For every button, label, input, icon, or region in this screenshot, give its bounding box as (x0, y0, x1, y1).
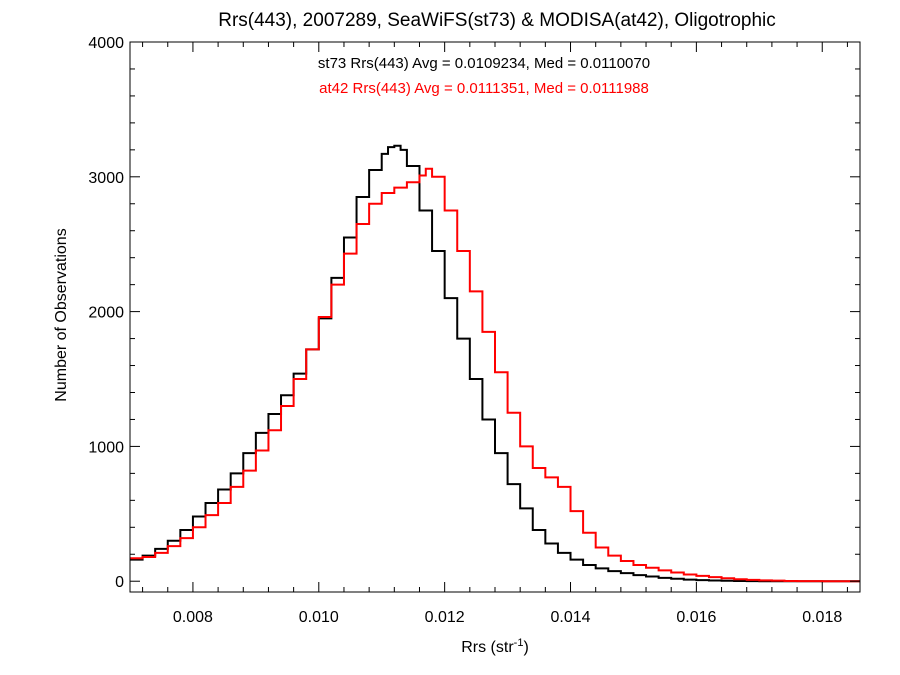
x-axis-title-close: ) (523, 639, 528, 656)
x-tick-label: 0.016 (676, 609, 716, 626)
series-line-st73 (130, 144, 860, 583)
y-tick-label: 2000 (88, 305, 124, 322)
x-axis-title-main: Rrs (str (461, 639, 514, 656)
y-tick-label: 0 (115, 574, 124, 591)
x-tick-label: 0.014 (550, 609, 590, 626)
x-axis-title-sup: -1 (514, 637, 524, 649)
stats-annotation-1: st73 Rrs(443) Avg = 0.0109234, Med = 0.0… (318, 55, 650, 72)
x-axis-title: Rrs (str-1) (461, 637, 529, 656)
x-tick-label: 0.018 (802, 609, 842, 626)
y-tick-label: 4000 (88, 35, 124, 52)
y-tick-label: 3000 (88, 170, 124, 187)
y-tick-label: 1000 (88, 439, 124, 456)
y-axis-title: Number of Observations (53, 228, 70, 401)
chart-title: Rrs(443), 2007289, SeaWiFS(st73) & MODIS… (218, 10, 776, 31)
x-tick-label: 0.008 (173, 609, 213, 626)
x-tick-label: 0.012 (425, 609, 465, 626)
series-line-at42 (130, 167, 860, 583)
plot-frame (129, 41, 861, 593)
stats-annotation-2: at42 Rrs(443) Avg = 0.0111351, Med = 0.0… (319, 80, 649, 97)
x-tick-label: 0.010 (299, 609, 339, 626)
